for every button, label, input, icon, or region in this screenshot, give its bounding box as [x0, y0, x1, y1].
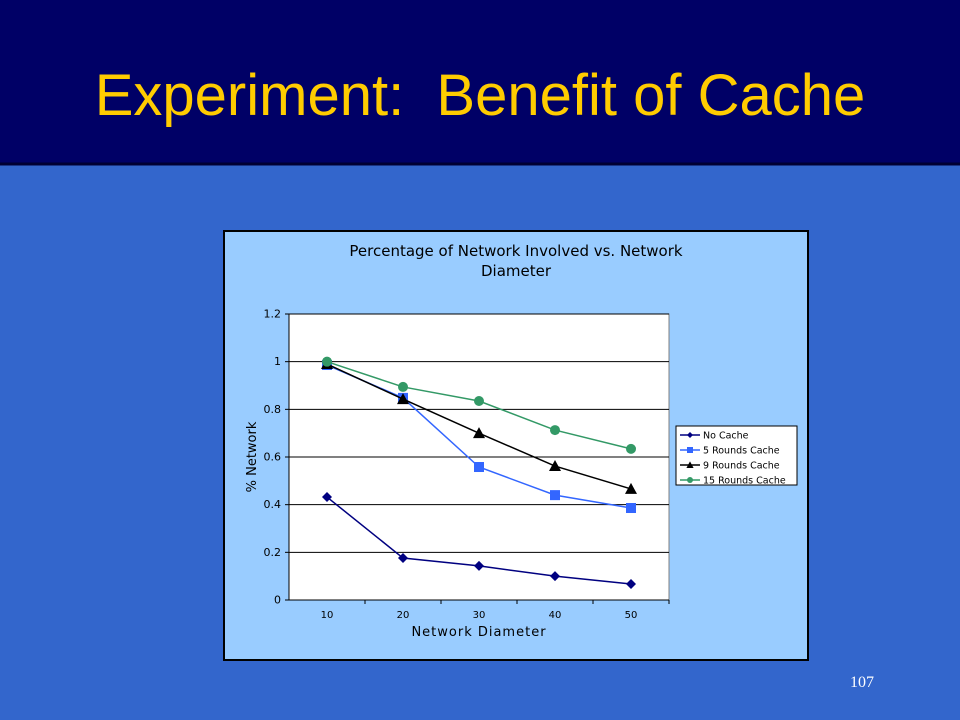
y-tick-label: 0.2 — [264, 546, 282, 559]
y-axis-label: % Network — [245, 421, 260, 492]
slide-title: Experiment: Benefit of Cache — [95, 63, 866, 128]
data-point — [397, 393, 409, 405]
x-tick-label: 10 — [321, 610, 334, 621]
legend-box — [675, 425, 798, 486]
y-tick-label: 0.4 — [264, 498, 282, 511]
header-band — [0, 0, 960, 163]
data-point — [626, 443, 636, 454]
legend-label: 5 Rounds Cache — [703, 446, 780, 457]
data-point — [626, 579, 636, 590]
data-point — [550, 490, 560, 501]
y-tick-label: 0.8 — [264, 403, 282, 416]
data-point — [474, 462, 484, 473]
data-point — [550, 571, 560, 582]
data-point — [549, 460, 561, 472]
legend-marker — [686, 461, 694, 468]
legend-marker — [687, 432, 693, 438]
legend-label: No Cache — [703, 431, 749, 442]
x-tick-label: 20 — [397, 610, 410, 621]
data-point — [398, 553, 408, 564]
page-number: 107 — [850, 674, 874, 691]
data-point — [474, 560, 484, 571]
chart-title: Percentage of Network Involved vs. Netwo… — [349, 242, 682, 280]
legend-label: 9 Rounds Cache — [703, 461, 780, 472]
x-tick-label: 30 — [473, 610, 486, 621]
y-tick-label: 1 — [274, 355, 281, 368]
x-tick-label: 40 — [549, 610, 562, 621]
data-point — [322, 356, 332, 367]
data-point — [322, 492, 332, 503]
data-point — [474, 395, 484, 406]
legend-marker — [687, 447, 693, 453]
legend-label: 15 Rounds Cache — [703, 476, 786, 487]
x-tick-label: 50 — [625, 610, 638, 621]
data-point — [550, 425, 560, 436]
y-tick-label: 0 — [274, 594, 281, 607]
data-point — [473, 427, 485, 439]
x-axis-label: Network Diameter — [411, 625, 546, 640]
data-point — [626, 503, 636, 514]
y-tick-label: 0.6 — [264, 451, 282, 464]
y-tick-label: 1.2 — [264, 308, 282, 321]
data-point — [398, 381, 408, 392]
data-point — [625, 482, 637, 494]
legend-marker — [687, 477, 693, 483]
